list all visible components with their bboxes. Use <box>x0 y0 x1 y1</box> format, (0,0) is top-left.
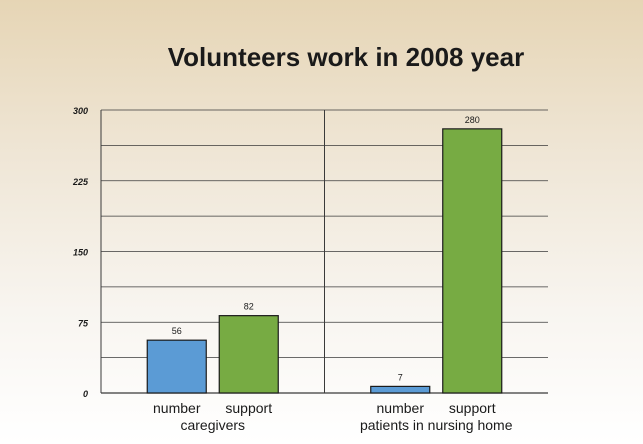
x-tick-label: number <box>377 400 425 416</box>
y-tick-label: 75 <box>78 318 89 328</box>
y-tick-label: 225 <box>72 177 89 187</box>
data-label: 7 <box>398 372 403 382</box>
y-tick-label: 0 <box>83 389 88 399</box>
bar <box>218 315 279 394</box>
data-label: 280 <box>465 115 480 125</box>
y-axis: 0 75 150 225 300 <box>72 106 102 399</box>
y-tick-label: 150 <box>73 248 88 258</box>
group-label: patients in nursing home <box>360 417 513 433</box>
x-tick-label: support <box>449 400 496 416</box>
chart-title: Volunteers work in 2008 year <box>168 42 524 72</box>
bars <box>146 128 503 394</box>
bar <box>442 128 503 394</box>
x-tick-label: number <box>153 400 201 416</box>
data-labels: 56 82 7 280 <box>172 115 480 383</box>
group-label: caregivers <box>180 417 245 433</box>
data-label: 56 <box>172 326 182 336</box>
bar <box>370 385 431 394</box>
data-label: 82 <box>244 302 254 312</box>
bar <box>146 339 207 394</box>
y-tick-label: 300 <box>73 106 88 116</box>
x-tick-label: support <box>225 400 272 416</box>
